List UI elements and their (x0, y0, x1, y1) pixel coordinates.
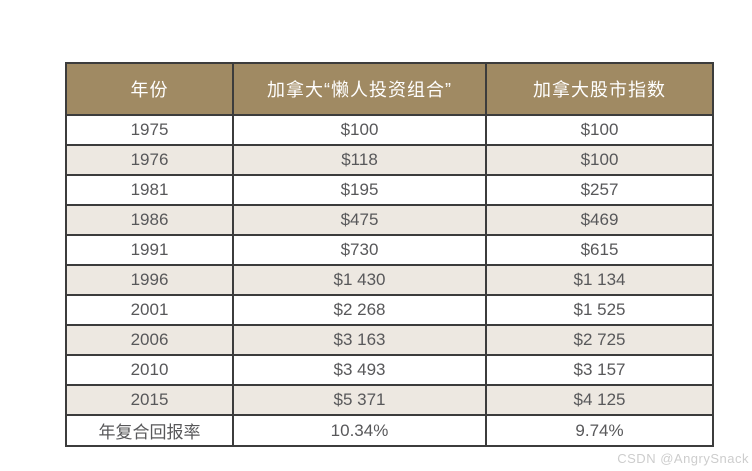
table-row: 1981 $195 $257 (65, 174, 714, 206)
year-cell: 2015 (65, 384, 234, 416)
portfolio-value-cell: $1 430 (232, 264, 487, 296)
table-row: 2015 $5 371 $4 125 (65, 384, 714, 416)
portfolio-value-cell: $118 (232, 144, 487, 176)
year-cell: 1991 (65, 234, 234, 266)
index-value-cell: $100 (485, 144, 714, 176)
index-value-cell: $3 157 (485, 354, 714, 386)
year-cell: 2006 (65, 324, 234, 356)
table-row: 1976 $118 $100 (65, 144, 714, 176)
table-row: 1986 $475 $469 (65, 204, 714, 236)
index-value-cell: $100 (485, 114, 714, 146)
portfolio-value-cell: $730 (232, 234, 487, 266)
portfolio-value-cell: $3 493 (232, 354, 487, 386)
portfolio-value-cell: $475 (232, 204, 487, 236)
table-row: 1975 $100 $100 (65, 114, 714, 146)
column-header-lazy-portfolio: 加拿大“懒人投资组合” (232, 62, 487, 116)
watermark: CSDN @AngrySnack (617, 451, 749, 466)
portfolio-value-cell: $5 371 (232, 384, 487, 416)
index-value-cell: $1 525 (485, 294, 714, 326)
index-value-cell: $2 725 (485, 324, 714, 356)
portfolio-value-cell: $2 268 (232, 294, 487, 326)
year-cell: 1996 (65, 264, 234, 296)
summary-row: 年复合回报率 10.34% 9.74% (65, 414, 714, 447)
index-value-cell: $469 (485, 204, 714, 236)
summary-label-cell: 年复合回报率 (65, 414, 234, 447)
column-header-stock-index: 加拿大股市指数 (485, 62, 714, 116)
portfolio-value-cell: $195 (232, 174, 487, 206)
index-value-cell: $615 (485, 234, 714, 266)
table-row: 2001 $2 268 $1 525 (65, 294, 714, 326)
table-header-row: 年份 加拿大“懒人投资组合” 加拿大股市指数 (65, 62, 714, 116)
year-cell: 1975 (65, 114, 234, 146)
column-header-year: 年份 (65, 62, 234, 116)
portfolio-value-cell: $3 163 (232, 324, 487, 356)
year-cell: 1986 (65, 204, 234, 236)
year-cell: 1981 (65, 174, 234, 206)
index-value-cell: $1 134 (485, 264, 714, 296)
year-cell: 2001 (65, 294, 234, 326)
table-row: 2010 $3 493 $3 157 (65, 354, 714, 386)
portfolio-value-cell: $100 (232, 114, 487, 146)
index-value-cell: $257 (485, 174, 714, 206)
returns-table: 年份 加拿大“懒人投资组合” 加拿大股市指数 1975 $100 $100 19… (65, 62, 714, 447)
table-row: 1996 $1 430 $1 134 (65, 264, 714, 296)
index-value-cell: $4 125 (485, 384, 714, 416)
portfolio-return-cell: 10.34% (232, 414, 487, 447)
table-row: 1991 $730 $615 (65, 234, 714, 266)
year-cell: 1976 (65, 144, 234, 176)
index-return-cell: 9.74% (485, 414, 714, 447)
table-row: 2006 $3 163 $2 725 (65, 324, 714, 356)
year-cell: 2010 (65, 354, 234, 386)
